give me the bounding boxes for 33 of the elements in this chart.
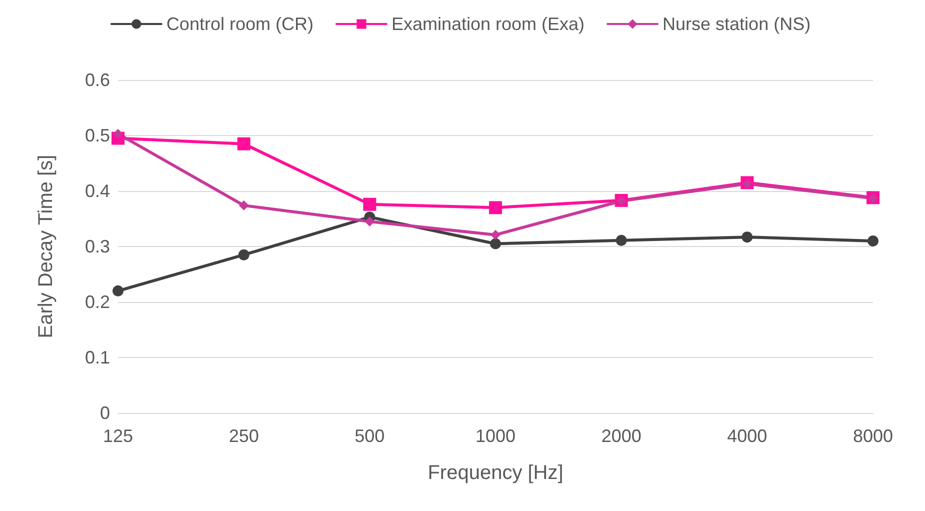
point bbox=[490, 230, 500, 240]
x-tick-label: 250 bbox=[228, 426, 259, 446]
y-tick-label: 0.1 bbox=[84, 348, 110, 368]
x-axis-title: Frequency [Hz] bbox=[428, 462, 564, 484]
point bbox=[868, 235, 878, 246]
y-tick-label: 0.5 bbox=[84, 126, 110, 146]
point bbox=[238, 249, 250, 260]
point bbox=[363, 198, 376, 211]
x-tick-label: 500 bbox=[354, 426, 385, 446]
legend-label: Control room (CR) bbox=[166, 14, 314, 34]
y-tick-label: 0.3 bbox=[84, 236, 110, 256]
x-tick-label: 8000 bbox=[852, 426, 894, 446]
point bbox=[364, 216, 375, 227]
point bbox=[237, 137, 250, 150]
x-tick-label: 1000 bbox=[475, 426, 516, 446]
y-tick-label: 0 bbox=[100, 403, 110, 423]
legend-label: Nurse station (NS) bbox=[662, 14, 811, 34]
y-tick-label: 0.2 bbox=[84, 292, 110, 312]
point bbox=[238, 200, 249, 210]
point bbox=[489, 201, 502, 214]
y-axis-title: Early Decay Time [s] bbox=[35, 154, 57, 338]
x-tick-label: 125 bbox=[102, 426, 134, 446]
x-tick-label: 2000 bbox=[601, 426, 642, 446]
point bbox=[490, 238, 501, 250]
point bbox=[112, 285, 124, 296]
y-tick-label: 0.4 bbox=[84, 181, 110, 201]
x-tick-label: 4000 bbox=[727, 426, 768, 446]
legend-label: Examination room (Exa) bbox=[391, 14, 585, 34]
point bbox=[113, 128, 123, 139]
point bbox=[616, 234, 627, 246]
point bbox=[742, 232, 753, 243]
point bbox=[742, 178, 752, 189]
y-tick-label: 0.6 bbox=[84, 70, 110, 90]
